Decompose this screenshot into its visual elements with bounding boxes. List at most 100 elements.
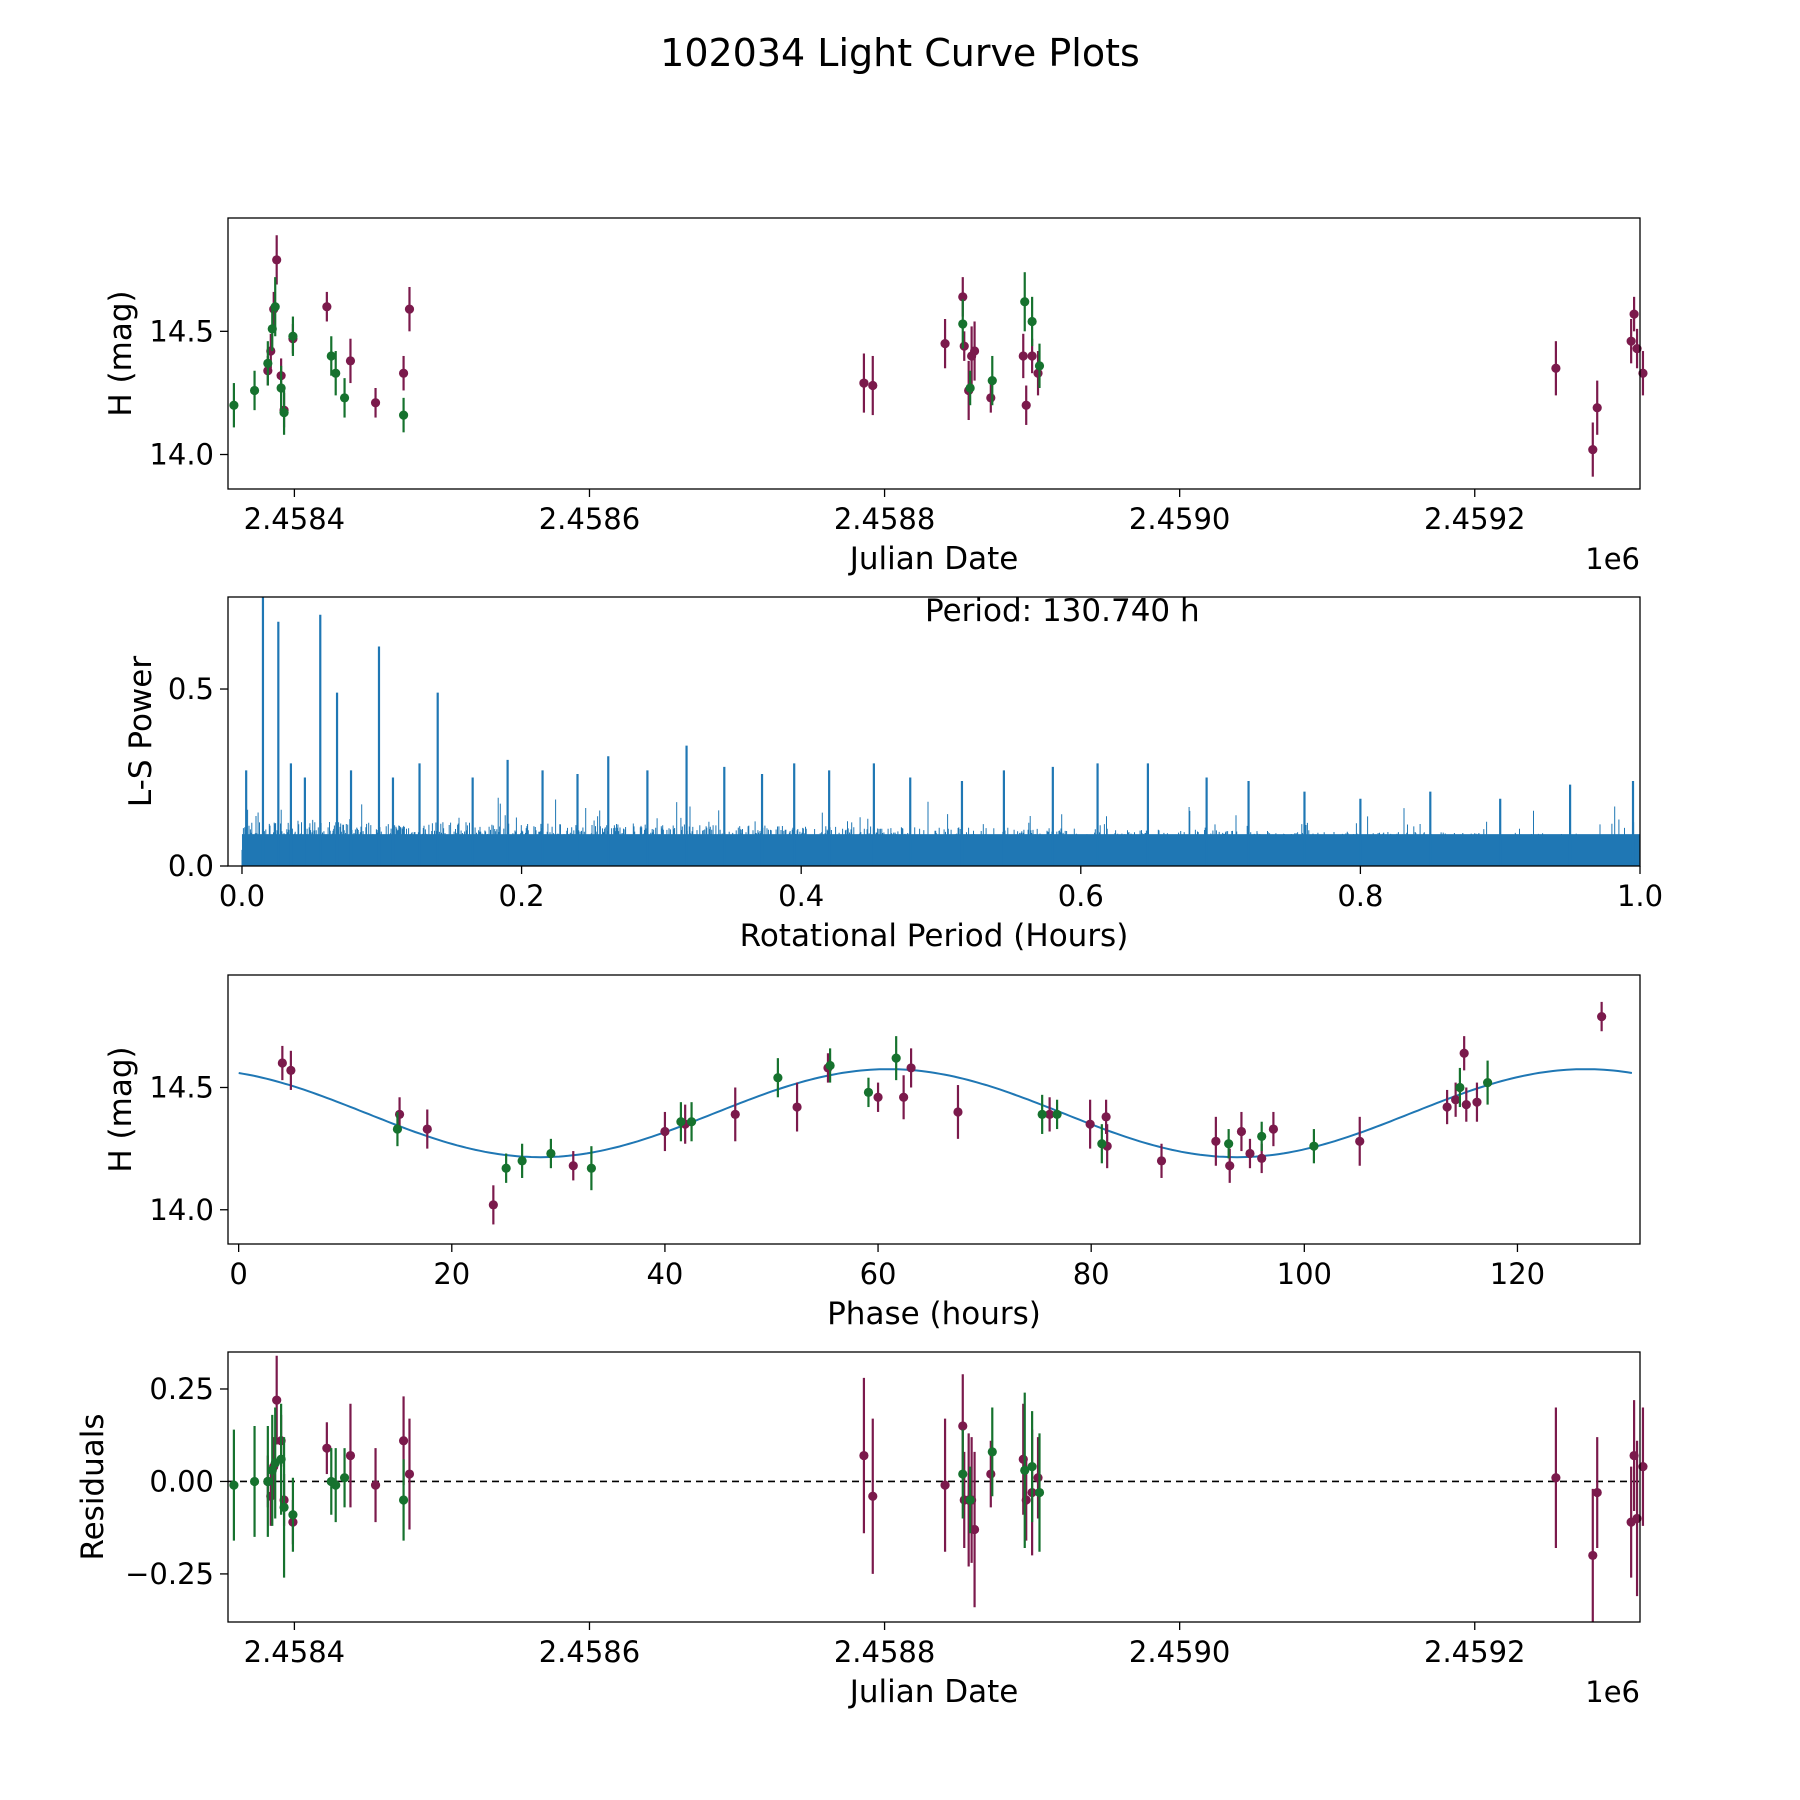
- data-point: [1020, 1465, 1030, 1475]
- x-tick: 80: [1073, 1244, 1110, 1291]
- x-tick-label: 120: [1490, 1257, 1545, 1291]
- x-axis-label: Phase (hours): [827, 1296, 1041, 1332]
- y-tick-label: 14.0: [149, 438, 214, 472]
- y-tick-label: 0.25: [149, 1372, 214, 1406]
- y-tick-label: 14.0: [149, 1193, 214, 1227]
- plot-frame: [227, 217, 1641, 490]
- periodogram-panel: Period: 130.740 h 0.0 0.2 0.4 0.6 0.8 1.0 0.0 0.…: [123, 593, 1663, 954]
- x-tick: 2.4586: [539, 1622, 640, 1669]
- data-point: [1257, 1153, 1267, 1164]
- y-tick-label: 0.00: [149, 1464, 214, 1498]
- data-point: [958, 319, 968, 329]
- data-point: [1592, 403, 1602, 413]
- data-point: [958, 1469, 968, 1479]
- x-tick-label: 0.4: [778, 879, 824, 913]
- x-tick: 2.4588: [834, 489, 935, 536]
- x-tick: 2.4592: [1424, 489, 1525, 536]
- data-point: [1472, 1097, 1482, 1107]
- data-point: [969, 346, 980, 356]
- data-point: [1632, 343, 1642, 354]
- x-tick: 0.4: [778, 866, 824, 913]
- data-point: [398, 1495, 409, 1505]
- y-tick-label: 14.5: [149, 1070, 214, 1104]
- data-point: [404, 304, 415, 314]
- data-point: [1257, 1131, 1267, 1141]
- data-point: [987, 1447, 997, 1457]
- data-point: [940, 339, 950, 349]
- data-point: [1236, 1126, 1247, 1137]
- power-spectrum: [241, 597, 1640, 866]
- x-tick: 2.4584: [244, 1622, 345, 1669]
- data-point: [1597, 1011, 1607, 1022]
- data-point: [1033, 1473, 1043, 1483]
- data-point: [1021, 1495, 1031, 1505]
- survey_b-series: [229, 1392, 1045, 1578]
- data-point: [891, 1053, 901, 1063]
- x-tick-label: 2.4586: [539, 502, 640, 536]
- plot-frame: [227, 596, 1641, 867]
- data-point: [899, 1092, 909, 1102]
- data-point: [859, 1450, 869, 1461]
- data-point: [331, 368, 341, 378]
- x-tick-label: 20: [433, 1257, 470, 1291]
- x-tick: 0.0: [219, 866, 265, 913]
- data-point: [1588, 444, 1598, 455]
- x-tick-label: 1.0: [1617, 879, 1663, 913]
- data-point: [326, 351, 336, 361]
- x-offset-label: 1e6: [1585, 542, 1640, 576]
- data-point: [959, 341, 969, 351]
- data-point: [249, 1476, 260, 1487]
- figure-title: 102034 Light Curve Plots: [660, 31, 1140, 75]
- data-point: [1018, 351, 1028, 361]
- y-tick: 0.25: [149, 1372, 228, 1406]
- x-tick-label: 2.4592: [1424, 502, 1525, 536]
- data-point: [1052, 1109, 1062, 1119]
- data-point: [339, 393, 350, 403]
- data-point: [1211, 1136, 1221, 1146]
- data-point: [345, 1450, 356, 1461]
- data-point: [958, 1421, 968, 1431]
- y-axis-label: L-S Power: [123, 656, 159, 807]
- x-tick: 0.6: [1058, 866, 1104, 913]
- x-axis-label: Rotational Period (Hours): [740, 918, 1129, 954]
- residuals-panel: 2.4584 2.4586 2.4588 2.4590 2.4592 0.25 0.00 −0…: [75, 1351, 1648, 1710]
- data-point: [1097, 1139, 1107, 1149]
- model-fit-curve: [238, 1068, 1633, 1159]
- x-tick: 2.4590: [1129, 489, 1230, 536]
- data-point: [488, 1200, 498, 1210]
- x-tick-label: 80: [1073, 1257, 1110, 1291]
- survey_a-series: [277, 1001, 1607, 1225]
- x-tick-label: 0.2: [499, 879, 545, 913]
- x-tick: 2.4586: [539, 489, 640, 536]
- x-tick: 1.0: [1617, 866, 1663, 913]
- x-tick: 40: [646, 1244, 683, 1291]
- y-tick-label: 0.0: [168, 849, 214, 883]
- x-tick-label: 0.0: [219, 879, 265, 913]
- data-point: [773, 1073, 783, 1083]
- data-point: [1034, 1487, 1045, 1498]
- x-axis-label: Julian Date: [848, 541, 1019, 577]
- x-tick: 0.2: [499, 866, 545, 913]
- data-point: [331, 1480, 341, 1490]
- data-point: [1455, 1082, 1465, 1093]
- data-point: [1459, 1048, 1469, 1058]
- data-point: [568, 1161, 578, 1171]
- data-point: [263, 358, 273, 368]
- data-point: [1037, 1109, 1047, 1119]
- data-point: [863, 1087, 874, 1097]
- x-tick: 20: [433, 1244, 470, 1291]
- data-point: [229, 1480, 239, 1490]
- x-tick: 0.8: [1337, 866, 1383, 913]
- data-point: [730, 1109, 740, 1119]
- data-point: [969, 1524, 980, 1535]
- data-point: [1085, 1119, 1095, 1129]
- data-point: [1451, 1095, 1461, 1105]
- data-point: [1101, 1112, 1111, 1122]
- data-point: [249, 385, 260, 396]
- x-tick: 60: [860, 1244, 897, 1291]
- raw-light-curve-panel: 2.4584 2.4586 2.4588 2.4590 2.4592 14.0 14.5 Ju…: [103, 217, 1648, 577]
- data-point: [1461, 1100, 1471, 1110]
- y-tick: 0.5: [168, 672, 228, 706]
- phased-light-curve-panel: 0 20 40 60 80 100 120 14.0 14.5 Phase (hours) H (m…: [103, 974, 1641, 1332]
- data-point: [270, 302, 280, 312]
